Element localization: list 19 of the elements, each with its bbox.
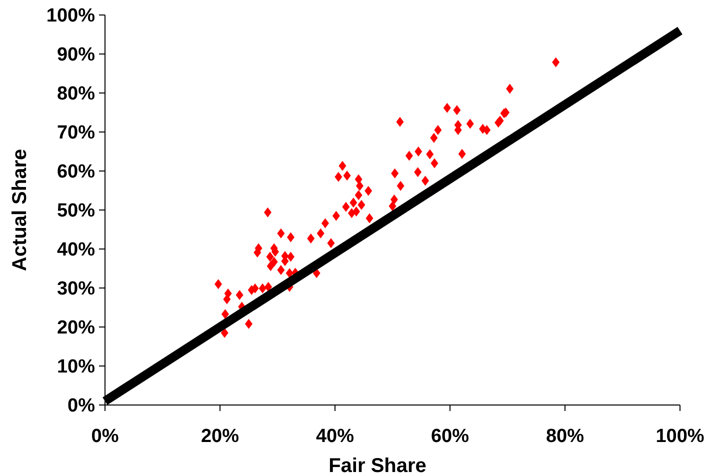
y-tick-label: 30%: [56, 278, 96, 300]
y-tick-label: 90%: [56, 44, 96, 66]
x-tick-label: 0%: [91, 426, 119, 447]
y-tick-label: 80%: [56, 84, 96, 105]
y-tick-label: 0%: [68, 396, 96, 417]
x-tick-label: 60%: [430, 426, 470, 447]
y-axis-title: Actual Share: [9, 148, 31, 272]
x-tick-label: 40%: [316, 426, 354, 447]
x-tick-label: 20%: [200, 426, 240, 447]
y-tick-label: 100%: [46, 6, 96, 27]
y-tick-label: 70%: [56, 122, 96, 144]
y-tick-label: 40%: [56, 240, 96, 261]
y-tick-label: 20%: [56, 318, 96, 339]
y-tick-label: 60%: [56, 162, 96, 183]
x-tick-label: 80%: [546, 426, 584, 447]
x-axis-title: Fair Share: [328, 455, 426, 476]
y-tick-label: 50%: [56, 200, 96, 222]
y-tick-label: 10%: [56, 356, 96, 378]
x-tick-label: 100%: [656, 426, 704, 447]
